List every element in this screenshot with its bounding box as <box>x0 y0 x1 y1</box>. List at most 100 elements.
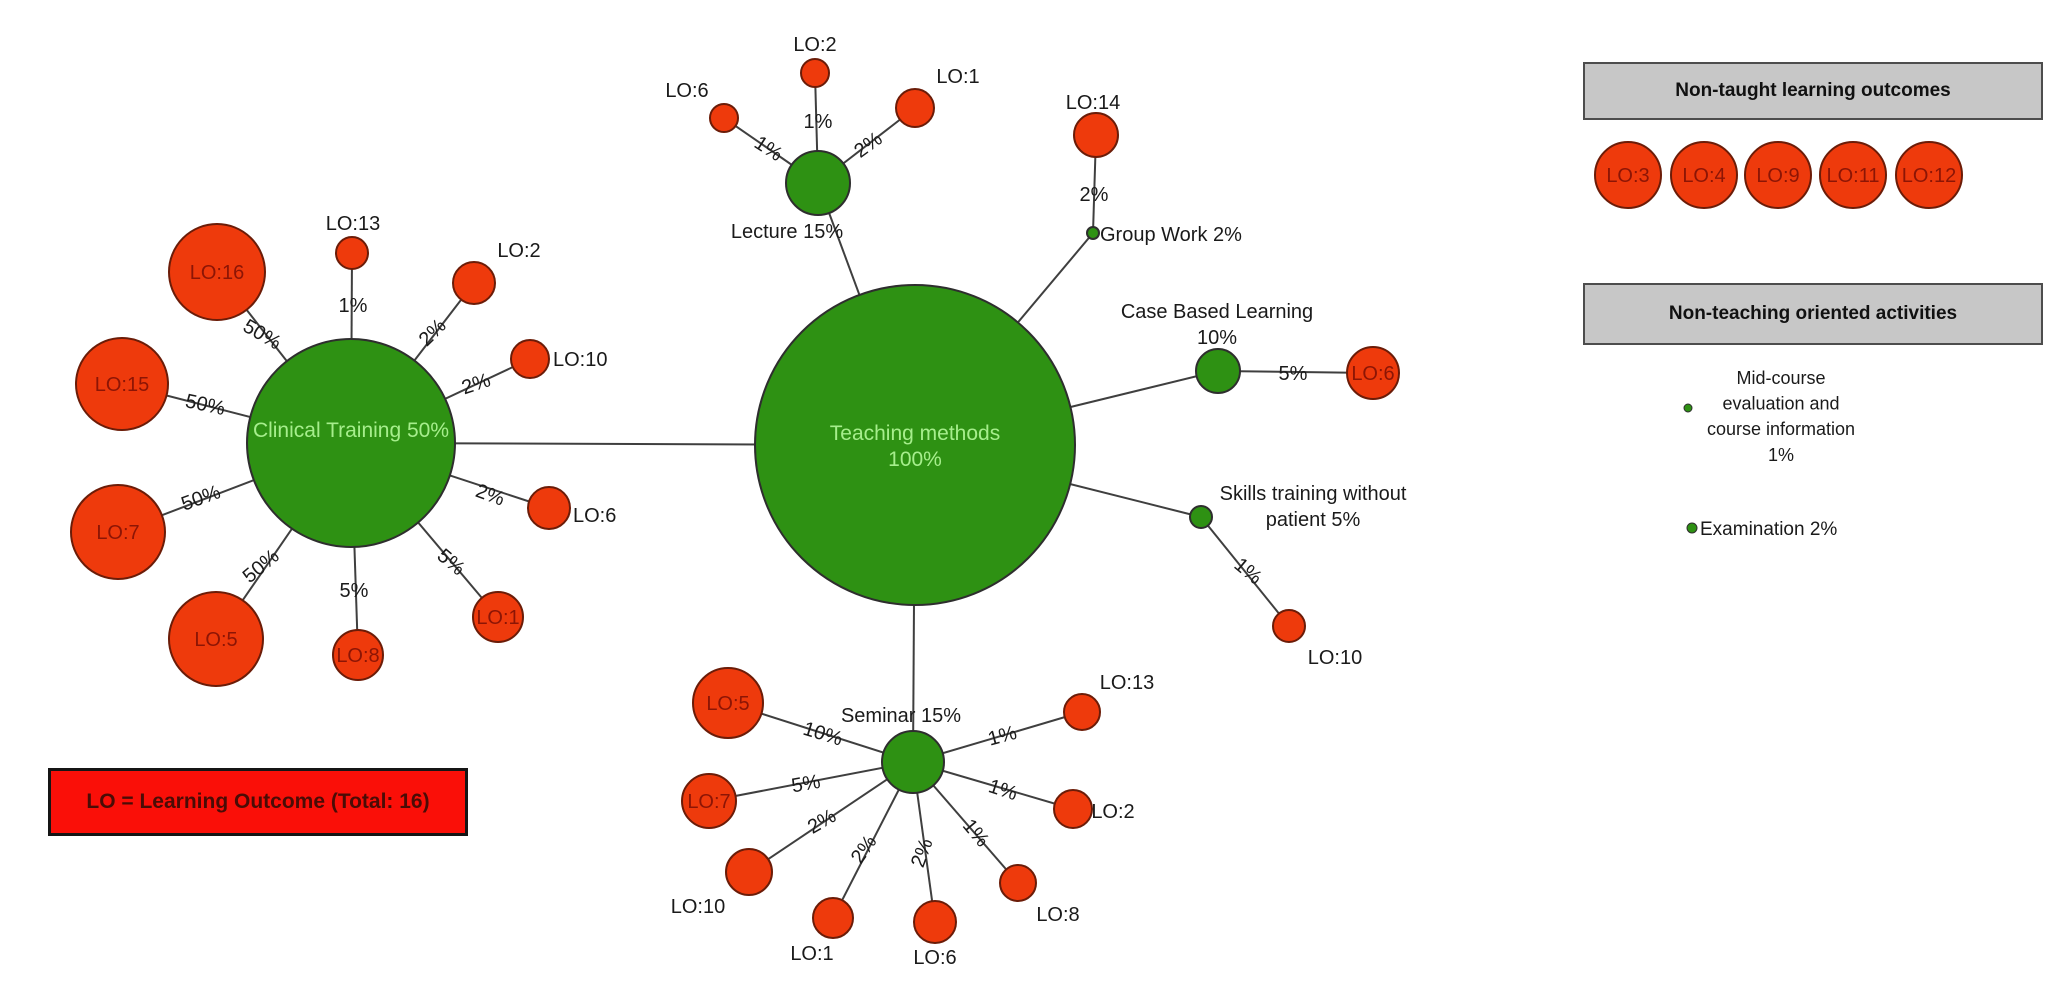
seminar-label: Seminar 15% <box>841 705 961 727</box>
non-taught-outcomes-header: Non-taught learning outcomes <box>1583 62 2043 120</box>
pct-clinical-lo8: 5% <box>340 580 369 602</box>
pct-cbl-lo6: 5% <box>1279 363 1308 385</box>
sem-lo6-label: LO:6 <box>913 947 956 969</box>
c-lo1-label: LO:1 <box>476 607 519 629</box>
c-lo13-circle <box>335 236 369 270</box>
sem-lo10-label: LO:10 <box>671 896 725 918</box>
c-lo10-circle <box>510 339 550 379</box>
sem-lo5-circle <box>692 667 764 739</box>
pct-seminar-lo6: 2% <box>907 835 938 870</box>
l-lo2-label: LO:2 <box>793 34 836 56</box>
clinical-circle <box>246 338 456 548</box>
cbl-circle <box>1195 348 1241 394</box>
cb-lo6-circle <box>1346 346 1400 400</box>
sem-lo13-label: LO:13 <box>1100 672 1154 694</box>
teaching-circle <box>754 284 1076 606</box>
l-lo6-circle <box>709 103 739 133</box>
sem-lo10-circle <box>725 848 773 896</box>
sem-lo1-label: LO:1 <box>790 943 833 965</box>
c-lo6-circle <box>527 486 571 530</box>
exam-dot-circle <box>1686 522 1698 534</box>
c-lo13-label: LO:13 <box>326 213 380 235</box>
nt-lo3-label: LO:3 <box>1606 165 1649 187</box>
pct-groupwork-lo14: 2% <box>1080 184 1109 206</box>
nt-lo9-label: LO:9 <box>1756 165 1799 187</box>
c-lo1-circle <box>472 591 524 643</box>
s-lo10-circle <box>1272 609 1306 643</box>
sem-lo7-label: LO:7 <box>687 791 730 813</box>
pct-lecture-lo6: 1% <box>750 132 786 166</box>
non-teaching-activities-header: Non-teaching oriented activities <box>1583 283 2043 345</box>
midcourse-dot-circle <box>1683 403 1693 413</box>
c-lo5-circle <box>168 591 264 687</box>
clinical-label: Clinical Training 50% <box>253 419 449 442</box>
g-lo14-circle <box>1073 112 1119 158</box>
skills-label: Skills training without patient 5% <box>1220 483 1407 531</box>
edge-seminar-sem-lo10 <box>748 761 914 873</box>
pct-clinical-lo13: 1% <box>339 295 368 317</box>
skills-circle <box>1189 505 1213 529</box>
pct-clinical-lo15: 50% <box>183 390 227 420</box>
groupwork-circle <box>1086 226 1100 240</box>
cb-lo6-label: LO:6 <box>1351 363 1394 385</box>
sem-lo7-circle <box>681 773 737 829</box>
pct-lecture-lo2: 1% <box>804 111 833 133</box>
pct-seminar-lo1: 2% <box>847 831 882 867</box>
l-lo6-label: LO:6 <box>665 80 708 102</box>
pct-seminar-lo2: 1% <box>986 775 1020 805</box>
c-lo2-label: LO:2 <box>497 240 540 262</box>
nt-lo9-circle <box>1744 141 1812 209</box>
c-lo8-label: LO:8 <box>336 645 379 667</box>
nt-lo11-label: LO:11 <box>1827 165 1880 187</box>
nt-lo11-circle <box>1819 141 1887 209</box>
c-lo7-label: LO:7 <box>96 522 139 544</box>
lecture-label: Lecture 15% <box>731 221 844 243</box>
g-lo14-label: LO:14 <box>1066 92 1120 114</box>
sem-lo6-circle <box>913 900 957 944</box>
c-lo15-label: LO:15 <box>95 374 149 396</box>
nt-lo4-circle <box>1670 141 1738 209</box>
lo-legend-box: LO = Learning Outcome (Total: 16) <box>48 768 468 836</box>
nt-lo3-circle <box>1594 141 1662 209</box>
c-lo16-label: LO:16 <box>190 262 244 284</box>
pct-seminar-lo7: 5% <box>790 771 823 798</box>
edge-seminar-sem-lo7 <box>708 761 914 802</box>
sem-lo1-circle <box>812 897 854 939</box>
nt-lo4-label: LO:4 <box>1682 165 1725 187</box>
sem-lo5-label: LO:5 <box>706 693 749 715</box>
pct-seminar-lo10: 2% <box>804 805 840 839</box>
pct-seminar-lo13: 1% <box>986 722 1020 751</box>
pct-clinical-lo10: 2% <box>459 369 493 399</box>
c-lo15-circle <box>75 337 169 431</box>
l-lo1-circle <box>895 88 935 128</box>
exam-dot-label: Examination 2% <box>1700 519 1837 540</box>
seminar-circle <box>881 730 945 794</box>
teaching-label: Teaching methods 100% <box>830 422 1000 471</box>
sem-lo2-circle <box>1053 789 1093 829</box>
pct-clinical-lo6: 2% <box>473 480 508 511</box>
sem-lo8-label: LO:8 <box>1036 904 1079 926</box>
pct-clinical-lo7: 50% <box>178 481 223 515</box>
edge-skills-s-lo10 <box>1200 516 1290 627</box>
c-lo7-circle <box>70 484 166 580</box>
c-lo6-label: LO:6 <box>573 505 616 527</box>
c-lo5-label: LO:5 <box>194 629 237 651</box>
nt-lo12-circle <box>1895 141 1963 209</box>
l-lo1-label: LO:1 <box>936 66 979 88</box>
s-lo10-label: LO:10 <box>1308 647 1362 669</box>
midcourse-dot-label: Mid-course evaluation and course informati… <box>1707 368 1855 465</box>
c-lo10-label: LO:10 <box>553 349 607 371</box>
pct-seminar-lo5: 10% <box>800 718 845 751</box>
c-lo16-circle <box>168 223 266 321</box>
nt-lo12-label: LO:12 <box>1902 165 1956 187</box>
sem-lo13-circle <box>1063 693 1101 731</box>
lecture-circle <box>785 150 851 216</box>
groupwork-label: Group Work 2% <box>1100 224 1242 246</box>
c-lo2-circle <box>452 261 496 305</box>
sem-lo2-label: LO:2 <box>1091 801 1134 823</box>
l-lo2-circle <box>800 58 830 88</box>
cbl-label: Case Based Learning 10% <box>1121 301 1313 349</box>
sem-lo8-circle <box>999 864 1037 902</box>
